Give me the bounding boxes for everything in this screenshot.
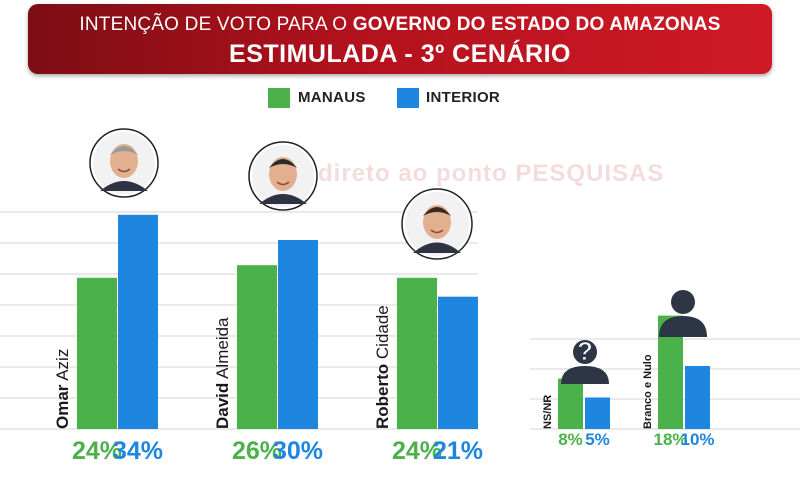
data-label-interior: 5% xyxy=(585,430,610,449)
candidate-first-name: Roberto xyxy=(373,364,392,429)
candidate-name: David Almeida xyxy=(213,317,232,429)
bar-interior xyxy=(278,240,318,429)
candidate-hair xyxy=(423,207,451,216)
candidate-first-name: David xyxy=(213,383,232,429)
category-label: Branco e Nulo xyxy=(642,354,654,429)
question-person-icon xyxy=(573,340,597,364)
data-label-manaus: 8% xyxy=(558,430,583,449)
category-label: NS/NR xyxy=(542,395,554,429)
data-label-interior: 30% xyxy=(273,437,323,465)
bar-manaus xyxy=(237,265,277,429)
candidate-name: Omar Aziz xyxy=(53,349,72,429)
person-silhouette-icon xyxy=(671,290,695,314)
person-silhouette-body xyxy=(659,316,707,337)
candidate-smile xyxy=(276,181,290,186)
bar-interior xyxy=(438,296,478,429)
title-banner xyxy=(28,4,772,74)
candidate-first-name: Omar xyxy=(53,384,72,429)
legend-label-manaus: MANAUS xyxy=(298,89,366,106)
title-prefix: INTENÇÃO DE VOTO PARA O xyxy=(79,14,348,35)
title-bold: GOVERNO DO ESTADO DO AMAZONAS xyxy=(352,14,721,35)
candidate-suit xyxy=(259,194,307,204)
data-label-manaus: 18% xyxy=(653,430,687,449)
data-label-manaus: 26% xyxy=(232,437,282,465)
data-label-interior: 10% xyxy=(680,430,714,449)
candidate-last-name: Aziz xyxy=(53,349,72,385)
bar-manaus xyxy=(397,277,437,429)
bar-interior xyxy=(585,397,610,429)
candidate-name: Roberto Cidade xyxy=(373,305,392,429)
candidate-last-name: Almeida xyxy=(213,317,232,383)
page-subtitle: ESTIMULADA - 3º CENÁRIO xyxy=(229,40,571,68)
candidate-hair xyxy=(269,159,297,168)
bar-manaus xyxy=(558,378,583,429)
data-label-manaus: 24% xyxy=(392,437,442,465)
legend-swatch-manaus xyxy=(268,88,290,108)
bar-interior xyxy=(685,366,710,429)
data-label-manaus: 24% xyxy=(72,437,122,465)
question-person-body xyxy=(561,366,609,384)
candidate-face xyxy=(423,205,451,239)
page-title: INTENÇÃO DE VOTO PARA O GOVERNO DO ESTAD… xyxy=(0,14,800,36)
candidate-suit xyxy=(413,242,461,253)
candidate-smile xyxy=(430,229,444,234)
watermark: direto ao ponto PESQUISAS xyxy=(318,160,665,187)
question-mark-icon: ? xyxy=(577,336,593,366)
bar-manaus xyxy=(77,277,117,429)
candidate-face xyxy=(110,144,138,178)
candidate-suit xyxy=(100,181,148,191)
legend-label-interior: INTERIOR xyxy=(426,89,501,106)
data-label-interior: 21% xyxy=(433,437,483,465)
candidate-hair xyxy=(110,146,138,155)
candidate-smile xyxy=(117,168,131,173)
candidate-last-name: Cidade xyxy=(373,305,392,364)
bar-interior xyxy=(118,214,158,429)
candidate-face xyxy=(269,157,297,191)
data-label-interior: 34% xyxy=(113,437,163,465)
legend-swatch-interior xyxy=(397,88,419,108)
